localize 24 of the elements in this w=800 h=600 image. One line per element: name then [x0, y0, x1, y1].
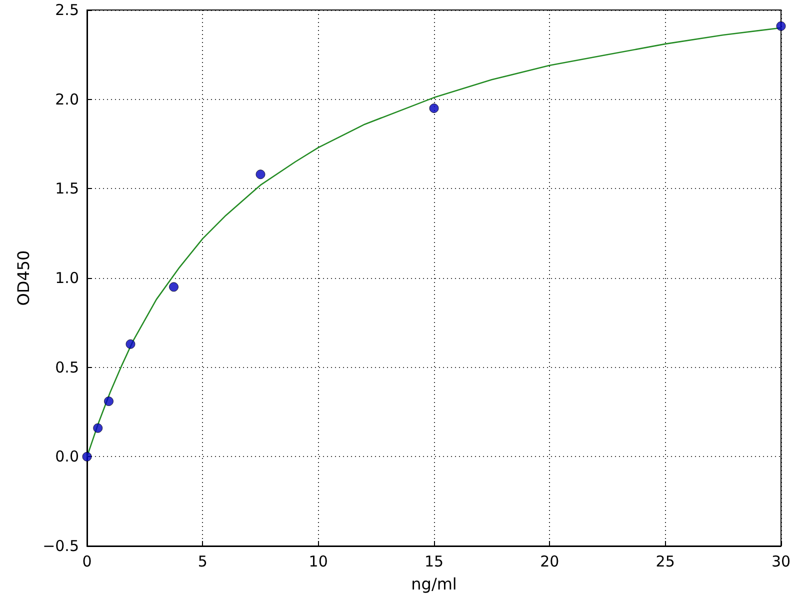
- y-axis-title: OD450: [14, 250, 34, 306]
- point: [104, 396, 114, 406]
- x-tick-label: 20: [540, 552, 560, 570]
- x-tick-label: 15: [424, 552, 444, 570]
- y-tick-label: 0.5: [55, 358, 79, 376]
- point: [256, 170, 266, 180]
- point: [429, 104, 439, 114]
- point: [82, 452, 92, 462]
- y-tick-label: 1.5: [55, 180, 79, 198]
- y-tick-label: 2.5: [55, 1, 79, 19]
- y-tick-label: −0.5: [42, 537, 79, 555]
- point: [776, 21, 786, 31]
- x-axis-title: ng/ml: [411, 574, 457, 594]
- x-tick-label: 10: [308, 552, 328, 570]
- x-tick-label: 30: [771, 552, 791, 570]
- x-tick-label: 5: [198, 552, 208, 570]
- y-tick-label: 1.0: [55, 269, 79, 287]
- y-tick-label: 2.0: [55, 90, 79, 108]
- y-tick-label: 0.0: [55, 448, 79, 466]
- point: [126, 339, 136, 349]
- point: [93, 423, 103, 433]
- x-tick-label: 0: [82, 552, 92, 570]
- point: [169, 282, 178, 292]
- x-tick-label: 25: [656, 552, 675, 570]
